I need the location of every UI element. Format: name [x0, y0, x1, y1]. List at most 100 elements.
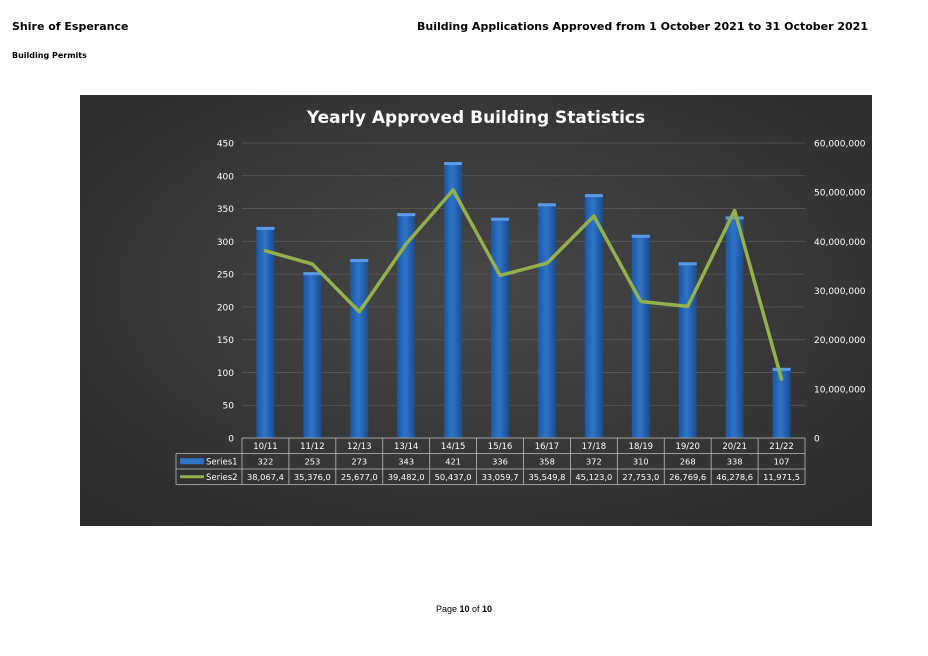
- line-point: [498, 273, 502, 277]
- data-table-label: 26,769,6: [669, 472, 706, 482]
- data-table-label: 25,677,0: [341, 472, 378, 482]
- right-axis-tick-label: 20,000,000: [814, 336, 866, 346]
- line-point: [639, 300, 643, 304]
- left-axis-tick-label: 0: [228, 435, 234, 445]
- data-table-label: 358: [539, 456, 555, 466]
- data-table-label: 268: [680, 456, 696, 466]
- right-axis-tick-label: 50,000,000: [814, 189, 866, 199]
- data-table-label: 27,753,0: [622, 472, 659, 482]
- report-title: Building Applications Approved from 1 Oc…: [417, 20, 868, 33]
- data-table-label: 336: [492, 456, 508, 466]
- left-axis-tick-label: 300: [217, 238, 234, 248]
- data-table-label: 421: [445, 456, 461, 466]
- data-table-label: 46,278,6: [716, 472, 753, 482]
- page-word: Page: [435, 604, 457, 614]
- data-table-label: 50,437,0: [435, 472, 472, 482]
- data-table-label: 343: [398, 456, 414, 466]
- bar-top-highlight: [772, 367, 791, 371]
- category-label: 11/12: [300, 442, 325, 452]
- left-axis-tick-label: 350: [217, 205, 234, 215]
- bar-top-highlight: [584, 194, 603, 198]
- chart-container: Yearly Approved Building Statistics 0 50 10…: [80, 95, 872, 526]
- bar: [303, 272, 322, 438]
- category-label: 15/16: [488, 442, 512, 452]
- series-line: [263, 188, 784, 381]
- line-point: [357, 310, 361, 314]
- line-point: [686, 304, 690, 308]
- bar-top-highlight: [256, 226, 275, 230]
- data-table-label: 322: [258, 456, 274, 466]
- bar-top-highlight: [491, 217, 510, 221]
- bar: [537, 203, 556, 438]
- category-label: 17/18: [582, 442, 607, 452]
- category-label: 20/21: [722, 442, 747, 452]
- category-label: 16/17: [535, 442, 560, 452]
- data-table-label: 338: [727, 456, 743, 466]
- bar-top-highlight: [678, 262, 697, 266]
- line-point: [263, 249, 267, 253]
- right-axis-tick-label: 40,000,000: [814, 238, 866, 248]
- data-table-label: 253: [304, 456, 320, 466]
- data-table-label: 310: [633, 456, 649, 466]
- left-axis-tick-label: 50: [223, 402, 235, 412]
- data-table-label: 35,549,8: [528, 472, 565, 482]
- category-label: 18/19: [629, 442, 654, 452]
- bar-top-highlight: [444, 162, 463, 166]
- bar: [631, 234, 650, 438]
- left-axis-tick-label: 150: [217, 336, 234, 346]
- category-label: 12/13: [347, 442, 372, 452]
- legend-key-series1: [180, 458, 204, 465]
- left-axis-tick-label: 200: [217, 303, 234, 313]
- data-table-label: 33,059,7: [482, 472, 519, 482]
- line-point: [592, 214, 596, 218]
- bar: [444, 162, 463, 438]
- bar: [725, 216, 744, 438]
- category-label: 21/22: [769, 442, 794, 452]
- page-current: 10: [459, 604, 470, 614]
- left-axis-tick-label: 400: [217, 172, 234, 182]
- chart-svg: Yearly Approved Building Statistics 0 50 10…: [80, 95, 872, 526]
- bar-top-highlight: [725, 216, 744, 220]
- page-footer: Page 10 of 10: [0, 604, 928, 614]
- bar: [256, 226, 275, 438]
- bar: [772, 367, 791, 438]
- right-axis-tick-label: 0: [814, 435, 820, 445]
- data-table-label: 11,971,5: [763, 472, 800, 482]
- data-table-label: 107: [774, 456, 790, 466]
- category-label: 13/14: [394, 442, 419, 452]
- line-point: [545, 261, 549, 265]
- data-table-label: 38,067,4: [247, 472, 284, 482]
- line-point: [310, 262, 314, 266]
- bar: [350, 259, 369, 438]
- left-axis-tick-label: 100: [217, 369, 234, 379]
- line-point: [780, 377, 784, 381]
- category-label: 19/20: [675, 442, 700, 452]
- bar-top-highlight: [631, 234, 650, 238]
- category-label: 10/11: [253, 442, 277, 452]
- bar-top-highlight: [537, 203, 556, 207]
- bar: [584, 194, 603, 438]
- right-axis-tick-label: 30,000,000: [814, 287, 866, 297]
- legend-label: Series2: [206, 473, 238, 483]
- bar-top-highlight: [350, 259, 369, 263]
- left-axis-tick-label: 450: [217, 140, 234, 150]
- line-point: [451, 188, 455, 192]
- data-table-label: 39,482,0: [388, 472, 425, 482]
- section-title: Building Permits: [12, 51, 87, 60]
- data-table-label: 273: [351, 456, 367, 466]
- legend-label: Series1: [206, 457, 238, 467]
- bar: [678, 262, 697, 438]
- data-table-label: 35,376,0: [294, 472, 331, 482]
- data-table-label: 45,123,0: [575, 472, 612, 482]
- bar-top-highlight: [303, 272, 322, 276]
- right-axis-tick-label: 60,000,000: [814, 140, 866, 150]
- bar-top-highlight: [397, 213, 416, 217]
- line-point: [733, 208, 737, 212]
- left-axis-tick-label: 250: [217, 271, 234, 281]
- data-table-label: 372: [586, 456, 602, 466]
- organisation-name: Shire of Esperance: [12, 20, 129, 33]
- right-axis-tick-label: 10,000,000: [814, 385, 866, 395]
- category-label: 14/15: [441, 442, 466, 452]
- bar: [491, 217, 510, 438]
- line-point: [404, 242, 408, 246]
